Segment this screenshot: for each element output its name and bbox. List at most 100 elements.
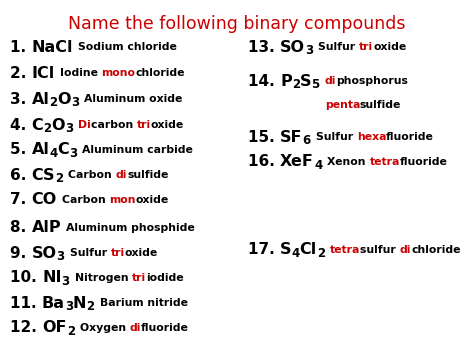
Text: 5: 5	[311, 78, 319, 91]
Text: 2.: 2.	[10, 66, 32, 81]
Text: Barium nitride: Barium nitride	[100, 298, 188, 308]
Text: tri: tri	[110, 248, 125, 258]
Text: 4: 4	[314, 159, 322, 172]
Text: mon: mon	[109, 195, 136, 205]
Text: 7.: 7.	[10, 192, 31, 208]
Text: 12.: 12.	[10, 321, 42, 335]
Text: 4: 4	[49, 147, 58, 160]
Text: 2: 2	[43, 122, 51, 135]
Text: 2: 2	[55, 172, 63, 185]
Text: Name the following binary compounds: Name the following binary compounds	[68, 15, 406, 33]
Text: Al: Al	[31, 142, 49, 158]
Text: 13.: 13.	[248, 39, 280, 55]
Text: SO: SO	[31, 246, 56, 261]
Text: phosphorus: phosphorus	[336, 76, 408, 86]
Text: 3: 3	[56, 250, 64, 263]
Text: tri: tri	[132, 273, 146, 283]
Text: 16.: 16.	[248, 154, 280, 169]
Text: NaCl: NaCl	[31, 39, 73, 55]
Text: 11.: 11.	[10, 295, 42, 311]
Text: oxide: oxide	[151, 120, 184, 130]
Text: 2: 2	[49, 96, 57, 109]
Text: 4.: 4.	[10, 118, 31, 132]
Text: Sulfur: Sulfur	[70, 248, 110, 258]
Text: 3: 3	[305, 44, 313, 57]
Text: oxide: oxide	[136, 195, 169, 205]
Text: P: P	[280, 73, 292, 88]
Text: 15.: 15.	[248, 130, 280, 144]
Text: C: C	[58, 142, 69, 158]
Text: sulfide: sulfide	[360, 100, 401, 110]
Text: 1.: 1.	[10, 39, 31, 55]
Text: hexa: hexa	[356, 132, 386, 142]
Text: 3: 3	[69, 147, 78, 160]
Text: tri: tri	[359, 42, 373, 52]
Text: Sulfur: Sulfur	[318, 42, 359, 52]
Text: 2: 2	[317, 247, 325, 260]
Text: CS: CS	[32, 168, 55, 182]
Text: di: di	[116, 170, 127, 180]
Text: 9.: 9.	[10, 246, 31, 261]
Text: fluoride: fluoride	[400, 157, 448, 167]
Text: Aluminum phosphide: Aluminum phosphide	[66, 223, 195, 233]
Text: 10.: 10.	[10, 271, 42, 285]
Text: 2: 2	[67, 325, 75, 338]
Text: NI: NI	[42, 271, 62, 285]
Text: tetra: tetra	[370, 157, 400, 167]
Text: 3: 3	[65, 122, 73, 135]
Text: tri: tri	[137, 120, 151, 130]
Text: Iodine: Iodine	[60, 68, 101, 78]
Text: tetra: tetra	[330, 245, 361, 255]
Text: O: O	[51, 118, 65, 132]
Text: 8.: 8.	[10, 220, 31, 235]
Text: OF: OF	[42, 321, 67, 335]
Text: Ba: Ba	[42, 295, 65, 311]
Text: 3: 3	[71, 96, 79, 109]
Text: Cl: Cl	[300, 242, 317, 257]
Text: di: di	[325, 76, 336, 86]
Text: di: di	[400, 245, 411, 255]
Text: Xenon: Xenon	[327, 157, 370, 167]
Text: 17.: 17.	[248, 242, 280, 257]
Text: 14.: 14.	[248, 73, 280, 88]
Text: N: N	[73, 295, 86, 311]
Text: 6.: 6.	[10, 168, 32, 182]
Text: oxide: oxide	[125, 248, 158, 258]
Text: CO: CO	[31, 192, 57, 208]
Text: Sulfur: Sulfur	[316, 132, 356, 142]
Text: oxide: oxide	[373, 42, 406, 52]
Text: fluoride: fluoride	[141, 323, 189, 333]
Text: SF: SF	[280, 130, 302, 144]
Text: 6: 6	[302, 134, 311, 147]
Text: Di: Di	[78, 120, 91, 130]
Text: 3.: 3.	[10, 92, 31, 106]
Text: AlP: AlP	[31, 220, 61, 235]
Text: di: di	[129, 323, 141, 333]
Text: penta: penta	[325, 100, 360, 110]
Text: fluoride: fluoride	[386, 132, 434, 142]
Text: mono: mono	[101, 68, 136, 78]
Text: 4: 4	[292, 247, 300, 260]
Text: 3: 3	[65, 300, 73, 313]
Text: sulfide: sulfide	[127, 170, 168, 180]
Text: Oxygen: Oxygen	[80, 323, 129, 333]
Text: sulfur: sulfur	[361, 245, 400, 255]
Text: iodide: iodide	[146, 273, 184, 283]
Text: SO: SO	[280, 39, 305, 55]
Text: chloride: chloride	[136, 68, 185, 78]
Text: XeF: XeF	[280, 154, 314, 169]
Text: Aluminum carbide: Aluminum carbide	[82, 145, 193, 155]
Text: Sodium chloride: Sodium chloride	[78, 42, 177, 52]
Text: Carbon: Carbon	[68, 170, 116, 180]
Text: Aluminum oxide: Aluminum oxide	[84, 94, 182, 104]
Text: Carbon: Carbon	[62, 195, 109, 205]
Text: carbon: carbon	[91, 120, 137, 130]
Text: 2: 2	[292, 78, 300, 91]
Text: chloride: chloride	[411, 245, 461, 255]
Text: 2: 2	[86, 300, 95, 313]
Text: 5.: 5.	[10, 142, 31, 158]
Text: 3: 3	[62, 275, 70, 288]
Text: C: C	[31, 118, 43, 132]
Text: Al: Al	[31, 92, 49, 106]
Text: S: S	[280, 242, 292, 257]
